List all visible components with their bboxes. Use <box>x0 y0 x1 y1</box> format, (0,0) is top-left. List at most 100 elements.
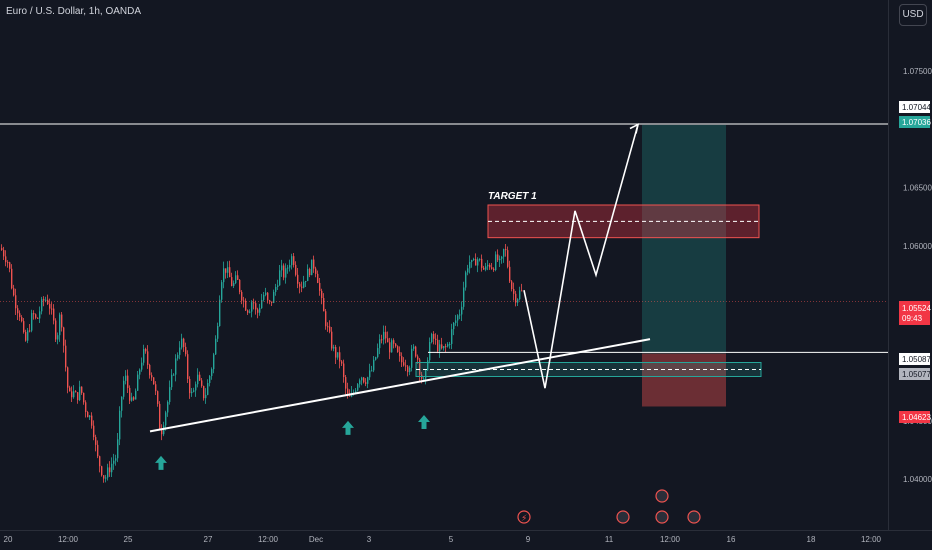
candle-body <box>57 335 59 340</box>
take-profit-price-label-bg <box>899 116 930 128</box>
signal-arrow-icon <box>342 420 354 435</box>
candle-body <box>515 293 517 303</box>
candle-body <box>437 339 439 352</box>
x-tick-label: 5 <box>449 535 454 544</box>
candle-body <box>71 391 73 398</box>
candle-body <box>215 338 217 355</box>
candle-body <box>237 275 239 280</box>
candle-body <box>177 354 179 359</box>
x-tick-label: 12:00 <box>258 535 279 544</box>
candle-body <box>29 330 31 332</box>
candle-body <box>493 268 495 271</box>
candle-body <box>309 268 311 276</box>
candle-body <box>405 365 407 367</box>
candle-body <box>521 290 523 292</box>
candle-body <box>167 401 169 413</box>
candle-body <box>27 330 29 341</box>
candle-body <box>357 384 359 391</box>
candle-body <box>117 439 119 459</box>
candle-body <box>73 391 75 398</box>
candle-body <box>55 320 57 340</box>
candle-body <box>363 377 365 383</box>
candle-body <box>435 338 437 340</box>
candle-body <box>199 374 201 381</box>
candle-body <box>299 283 301 287</box>
candle-body <box>387 338 389 343</box>
candle-body <box>159 403 161 430</box>
overlays-layer: TARGET 1 ⚡ <box>0 123 888 524</box>
candle-body <box>251 302 253 312</box>
signal-arrow-icon <box>418 415 430 429</box>
candle-body <box>431 333 433 343</box>
candle-body <box>439 344 441 352</box>
candle-body <box>25 332 27 341</box>
candle-body <box>443 346 445 349</box>
candle-body <box>13 288 15 296</box>
candle-body <box>343 363 345 378</box>
x-tick-label: 12:00 <box>58 535 79 544</box>
candle-body <box>409 367 411 373</box>
top-line-price-label: 1.07044 <box>902 103 931 112</box>
candle-body <box>23 321 25 333</box>
current-price-bg <box>899 301 930 325</box>
candle-body <box>93 425 95 438</box>
currency-button[interactable]: USD <box>899 4 927 26</box>
candle-body <box>473 258 475 261</box>
candle-body <box>225 268 227 273</box>
candle-body <box>399 352 401 357</box>
candle-body <box>249 311 251 313</box>
projection-path <box>523 124 639 389</box>
candle-body <box>191 391 193 394</box>
candle-body <box>247 310 249 313</box>
candle-body <box>81 386 83 393</box>
candle-body <box>181 338 183 348</box>
entry-price-label-bg <box>899 368 930 380</box>
candle-body <box>85 402 87 413</box>
candle-body <box>457 315 459 321</box>
candle-body <box>287 267 289 269</box>
y-tick-label: 1.06000 <box>903 242 932 251</box>
candle-body <box>393 340 395 344</box>
candle-body <box>175 358 177 375</box>
candle-body <box>43 299 45 301</box>
candle-body <box>513 288 515 294</box>
candle-body <box>359 380 361 385</box>
candle-body <box>253 302 255 304</box>
candle-body <box>165 412 167 426</box>
candle-body <box>413 346 415 349</box>
candle-body <box>125 375 127 381</box>
axis-layer: 1.075001.065001.060001.045001.040001.070… <box>4 67 932 544</box>
candle-body <box>447 344 449 347</box>
x-tick-label: 18 <box>807 535 816 544</box>
candle-body <box>39 311 41 319</box>
candle-body <box>95 437 97 445</box>
event-flash-glyph: ⚡ <box>521 514 527 524</box>
candle-body <box>335 347 337 358</box>
projection-arrowhead <box>629 123 640 134</box>
candle-body <box>315 268 317 274</box>
y-tick-label: 1.04000 <box>903 475 932 484</box>
candle-body <box>385 331 387 339</box>
candle-body <box>189 379 191 394</box>
x-tick-label: 11 <box>605 535 614 544</box>
candle-body <box>407 366 409 373</box>
candle-body <box>261 299 263 309</box>
candle-body <box>269 300 271 302</box>
candle-body <box>179 347 181 355</box>
candle-body <box>383 331 385 340</box>
candle-body <box>297 274 299 284</box>
candle-body <box>487 264 489 267</box>
candle-body <box>325 311 327 327</box>
candle-body <box>467 268 469 273</box>
candle-body <box>211 369 213 377</box>
candle-body <box>61 314 63 328</box>
candle-body <box>415 346 417 357</box>
candle-body <box>501 256 503 259</box>
candle-body <box>59 314 61 336</box>
candle-body <box>451 329 453 344</box>
candle-body <box>103 475 105 479</box>
x-tick-label: Dec <box>309 535 323 544</box>
candle-body <box>75 391 77 393</box>
candle-body <box>425 370 427 379</box>
